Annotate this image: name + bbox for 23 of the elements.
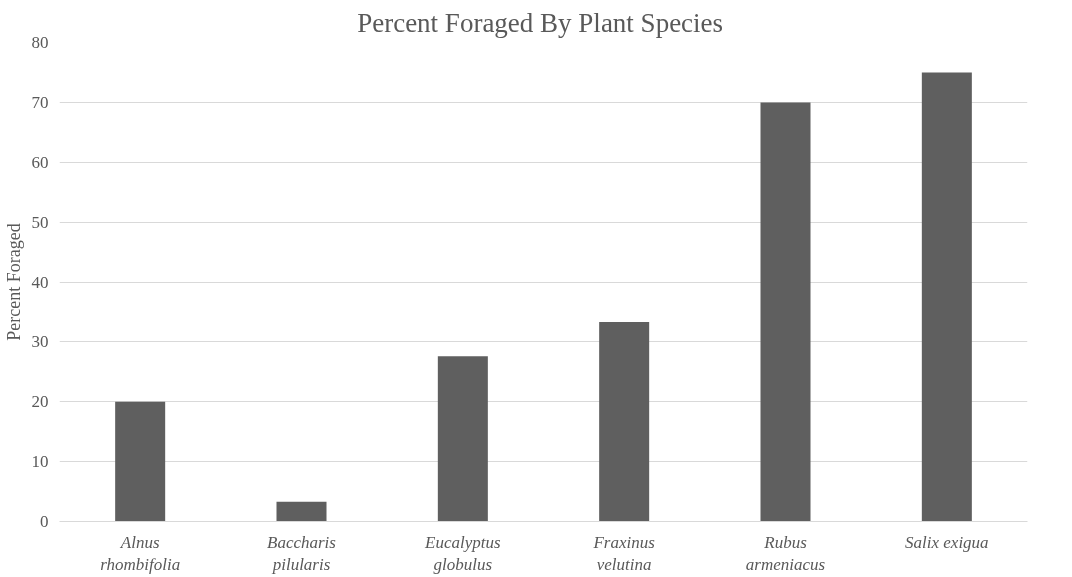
x-tick-label: Rubus armeniacus xyxy=(745,532,826,575)
chart-title: Percent Foraged By Plant Species xyxy=(357,7,724,38)
y-tick-label: 50 xyxy=(31,212,49,232)
y-tick-label: 20 xyxy=(31,392,49,412)
x-tick-label: Baccharis pilularis xyxy=(267,532,337,575)
y-tick-label: 0 xyxy=(40,512,49,531)
bar xyxy=(599,322,650,522)
y-tick-label: 60 xyxy=(31,152,49,172)
x-tick-label: Salix exigua xyxy=(905,532,989,552)
x-tick-label: Alnus rhombifolia xyxy=(100,532,181,575)
y-tick-label: 40 xyxy=(31,272,49,292)
y-tick-label: 80 xyxy=(31,33,49,52)
x-tick-label: Eucalyptus globulus xyxy=(424,532,501,575)
y-tick-label: 30 xyxy=(31,332,49,352)
y-axis-title: Percent Foraged xyxy=(3,223,24,341)
bar xyxy=(276,501,327,522)
y-tick-label: 10 xyxy=(31,452,49,472)
bar xyxy=(437,356,488,522)
x-tick-label: Fraxinus velutina xyxy=(592,532,656,575)
bar xyxy=(760,102,811,522)
bar xyxy=(921,72,972,522)
bar xyxy=(115,401,166,522)
y-tick-label: 70 xyxy=(31,92,49,112)
